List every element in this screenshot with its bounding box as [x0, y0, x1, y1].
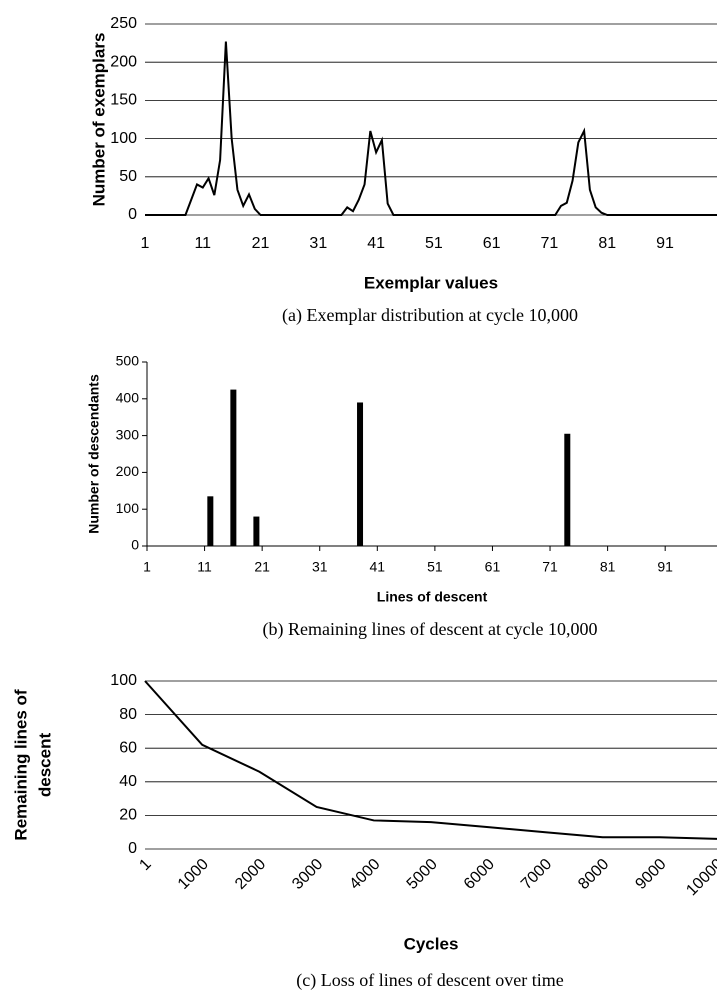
x-tick-label: 61: [483, 235, 501, 252]
x-tick-label: 81: [600, 559, 616, 575]
y-tick-label: 400: [116, 390, 140, 406]
x-tick-label: 1: [141, 235, 150, 252]
x-tick-label: 91: [656, 235, 674, 252]
bar: [357, 402, 364, 546]
data-line: [144, 680, 717, 840]
x-tick-label: 31: [312, 559, 328, 575]
y-tick-label: 60: [119, 739, 137, 756]
y-tick-label: 100: [116, 500, 140, 516]
y-tick-label: 50: [119, 168, 137, 185]
bar: [253, 516, 260, 546]
y-tick-label: 150: [110, 92, 137, 109]
y-tick-label: 0: [128, 840, 137, 857]
y-axis-title: descent: [35, 733, 54, 798]
x-tick-label: 3000: [289, 856, 326, 893]
bar: [230, 389, 237, 546]
x-tick-label: 71: [542, 559, 558, 575]
x-tick-label: 21: [252, 235, 270, 252]
x-axis-title: Cycles: [404, 934, 459, 953]
x-tick-label: 1: [143, 559, 151, 575]
x-tick-label: 6000: [461, 856, 498, 893]
x-tick-label: 61: [485, 559, 501, 575]
x-tick-label: 31: [309, 235, 327, 252]
y-tick-label: 0: [128, 206, 137, 223]
x-tick-label: 2000: [232, 856, 269, 893]
x-tick-label: 91: [657, 559, 673, 575]
x-tick-label: 1000: [175, 856, 212, 893]
y-axis-title: Number of exemplars: [89, 33, 108, 207]
y-tick-label: 250: [110, 15, 137, 32]
y-axis-title: Number of descendants: [86, 374, 102, 534]
y-tick-label: 300: [116, 426, 140, 442]
caption: (c) Loss of lines of descent over time: [296, 970, 563, 991]
x-tick-label: 11: [194, 235, 211, 252]
x-tick-label: 41: [370, 559, 386, 575]
caption: (a) Exemplar distribution at cycle 10,00…: [282, 305, 578, 326]
x-tick-label: 1: [136, 856, 154, 874]
x-tick-label: 51: [425, 235, 443, 252]
y-tick-label: 20: [119, 807, 137, 824]
bar: [564, 433, 571, 546]
caption: (b) Remaining lines of descent at cycle …: [263, 619, 598, 640]
x-tick-label: 21: [254, 559, 270, 575]
data-line: [145, 41, 717, 216]
y-tick-label: 80: [119, 706, 137, 723]
x-axis-title: Lines of descent: [377, 589, 488, 605]
x-tick-label: 4000: [346, 856, 383, 893]
x-tick-label: 7000: [518, 856, 555, 893]
y-tick-label: 100: [110, 130, 137, 147]
x-tick-label: 5000: [404, 856, 441, 893]
y-tick-label: 200: [116, 463, 140, 479]
bar: [207, 496, 214, 546]
x-tick-label: 51: [427, 559, 443, 575]
y-tick-label: 200: [110, 53, 137, 70]
x-tick-label: 8000: [575, 856, 612, 893]
y-axis-title: Remaining lines of: [11, 689, 30, 840]
y-tick-label: 0: [131, 537, 139, 553]
y-tick-label: 500: [116, 353, 140, 369]
x-tick-label: 9000: [632, 856, 669, 893]
y-tick-label: 100: [110, 672, 137, 689]
x-tick-label: 71: [541, 235, 559, 252]
x-axis-title: Exemplar values: [364, 273, 498, 292]
x-tick-label: 11: [197, 559, 212, 575]
x-tick-label: 10000: [683, 856, 717, 900]
y-tick-label: 40: [119, 773, 137, 790]
x-tick-label: 81: [598, 235, 616, 252]
x-tick-label: 41: [367, 235, 385, 252]
